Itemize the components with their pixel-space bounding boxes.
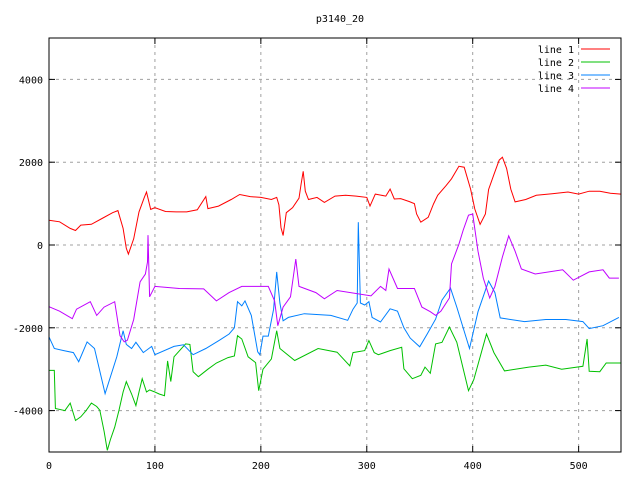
- y-tick-label: 0: [37, 241, 43, 252]
- legend-label: line 1: [538, 45, 574, 56]
- chart-title: p3140_20: [316, 14, 364, 25]
- series-group: [48, 156, 622, 451]
- x-tick-label: 100: [146, 461, 164, 472]
- x-tick-label: 0: [46, 461, 52, 472]
- x-tick-label: 300: [358, 461, 376, 472]
- series-line-1: [48, 156, 622, 256]
- legend-label: line 4: [538, 84, 574, 95]
- y-tick-label: -4000: [13, 407, 43, 418]
- y-tick-label: -2000: [13, 324, 43, 335]
- series-line-3: [48, 222, 620, 396]
- legend-label: line 2: [538, 58, 574, 69]
- axes: 0 100 200 300 400 500 -4000 -2000 0 2000 4000: [13, 38, 621, 472]
- series-line-2: [49, 325, 621, 451]
- x-tick-label: 200: [252, 461, 270, 472]
- legend-label: line 3: [538, 71, 574, 82]
- x-tick-label: 400: [464, 461, 482, 472]
- x-tick-label: 500: [570, 461, 588, 472]
- y-tick-label: 4000: [19, 75, 43, 86]
- series-line-4: [48, 213, 619, 343]
- y-tick-label: 2000: [19, 158, 43, 169]
- legend: line 1 line 2 line 3 line 4: [538, 45, 610, 95]
